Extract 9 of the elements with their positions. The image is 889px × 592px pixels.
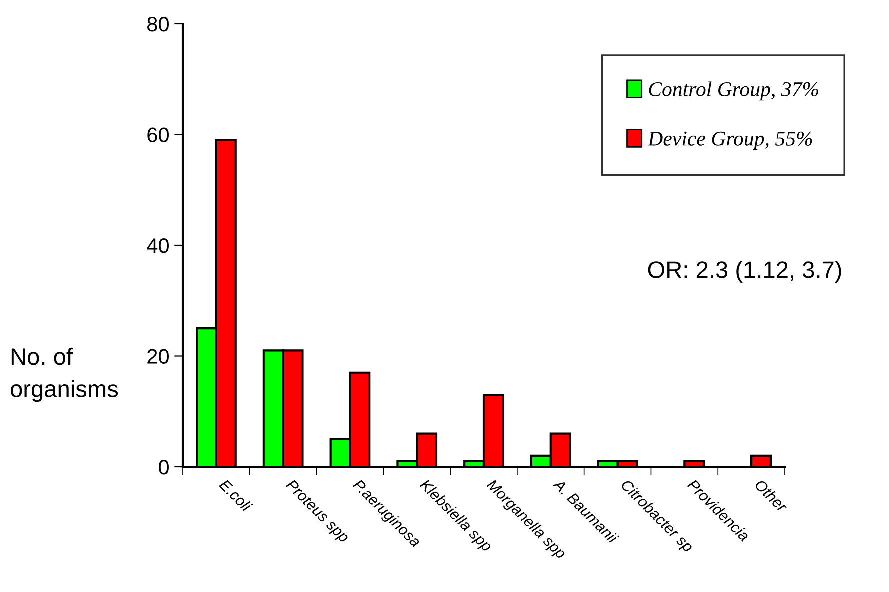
y-axis-title: No. of organisms xyxy=(10,348,118,402)
legend-label: Device Group, 55% xyxy=(648,132,812,150)
y-tick-label: 80 xyxy=(148,17,169,32)
y-tick-label: 40 xyxy=(147,238,169,254)
y-tick-label: 0 xyxy=(159,460,169,475)
y-tick-label: 60 xyxy=(148,128,169,143)
y-tick-label: 20 xyxy=(148,349,169,364)
annotation: OR: 2.3 (1.12, 3.7) xyxy=(648,260,842,283)
legend-label: Control Group, 37% xyxy=(649,82,818,101)
